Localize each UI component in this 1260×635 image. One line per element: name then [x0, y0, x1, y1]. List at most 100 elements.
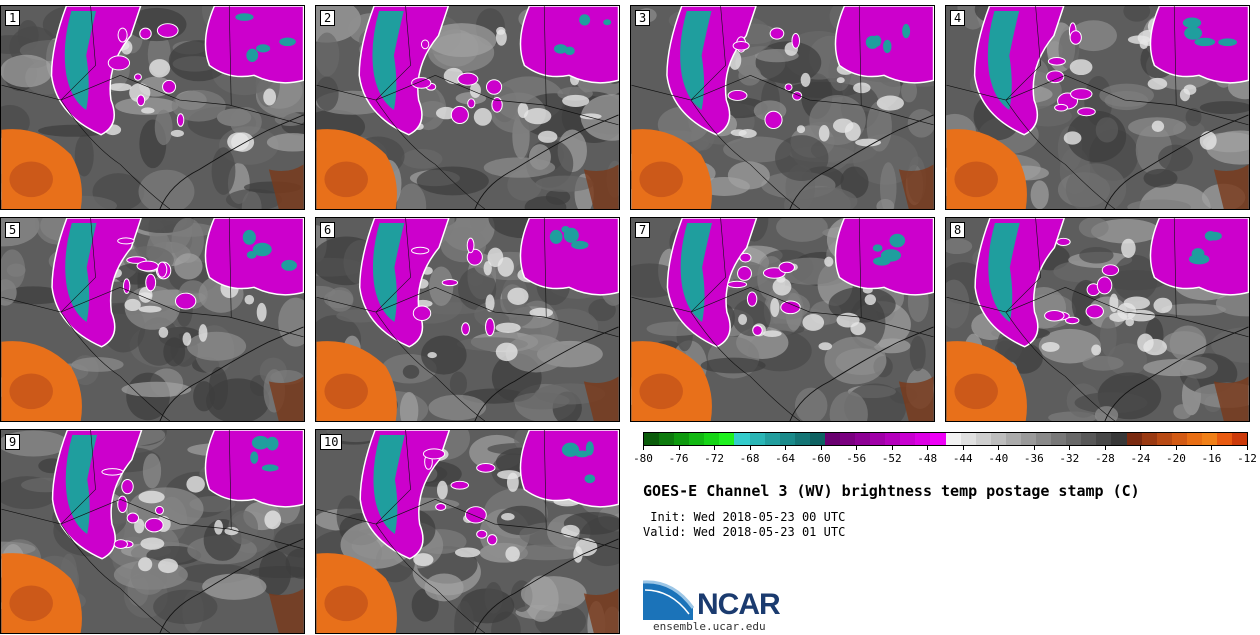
colorbar-cell: [689, 433, 705, 445]
colorbar-tick: [1211, 446, 1213, 450]
stamp-panel: 7: [630, 217, 935, 422]
ncar-logo-text: NCAR: [697, 588, 781, 621]
colorbar-tick-label: -16: [1201, 452, 1222, 465]
colorbar-ticks: -80 -76 -72 -68 -64 -60 -56 -52 -48 -44 -40 -36 -32 -…: [633, 446, 1257, 466]
init-time: Init: Wed 2018-05-23 00 UTC: [643, 510, 846, 524]
colorbar-tick-label: -28: [1094, 452, 1115, 465]
colorbar-cell: [1232, 433, 1248, 445]
colorbar-tick: [1104, 446, 1106, 450]
colorbar-cell: [1020, 433, 1037, 445]
colorbar-cell: [1081, 433, 1097, 445]
stamp-panel: 3: [630, 5, 935, 210]
colorbar-tick: [643, 446, 644, 450]
stamp-panel: 10: [315, 429, 620, 634]
colorbar-tick-label: -44: [952, 452, 973, 465]
colorbar-tick-label: -52: [881, 452, 902, 465]
colorbar-cell: [930, 433, 946, 445]
colorbar-cell: [704, 433, 720, 445]
colorbar-tick-label: -64: [775, 452, 796, 465]
colorbar-tick: [927, 446, 929, 450]
colorbar-tick: [678, 446, 680, 450]
colorbar-cell: [749, 433, 765, 445]
colorbar-cell: [734, 433, 750, 445]
colorbar-cell: [1111, 433, 1127, 445]
colorbar-tick-label: -60: [810, 452, 831, 465]
site-url: ensemble.ucar.edu: [653, 620, 766, 633]
panel-number: 7: [635, 222, 651, 238]
colorbar-cell: [870, 433, 886, 445]
colorbar-cell: [824, 433, 841, 445]
colorbar-tick: [1247, 446, 1248, 450]
colorbar-cell: [779, 433, 795, 445]
colorbar-tick-label: -36: [1023, 452, 1044, 465]
panel-number: 2: [320, 10, 336, 26]
colorbar-tick: [1175, 446, 1177, 450]
colorbar-tick: [891, 446, 893, 450]
colorbar-cell: [794, 433, 810, 445]
colorbar-tick: [785, 446, 787, 450]
colorbar-cell: [1066, 433, 1082, 445]
colorbar-cell: [885, 433, 901, 445]
colorbar-cell: [1201, 433, 1217, 445]
colorbar-cell: [975, 433, 991, 445]
colorbar-cell: [809, 433, 825, 445]
panel-number: 6: [320, 222, 336, 238]
colorbar-tick-label: -32: [1059, 452, 1080, 465]
colorbar-cell: [915, 433, 931, 445]
colorbar-tick-label: -68: [739, 452, 760, 465]
colorbar-cell: [1156, 433, 1172, 445]
stamp-panel: 4: [945, 5, 1250, 210]
colorbar-cell: [990, 433, 1006, 445]
colorbar-tick: [1033, 446, 1035, 450]
colorbar-cell: [855, 433, 871, 445]
colorbar-tick: [749, 446, 751, 450]
colorbar-cell: [1051, 433, 1067, 445]
colorbar-tick-label: -20: [1166, 452, 1186, 465]
colorbar-cell: [659, 433, 675, 445]
colorbar-tick-label: -24: [1130, 452, 1151, 465]
colorbar-tick: [1140, 446, 1142, 450]
panel-number: 4: [950, 10, 966, 26]
colorbar-tick-label: -80: [633, 452, 653, 465]
colorbar-cell: [1096, 433, 1112, 445]
panel-number: 1: [5, 10, 21, 26]
colorbar-tick: [820, 446, 822, 450]
stamp-panel: 8: [945, 217, 1250, 422]
ncar-logo-icon: [643, 580, 695, 620]
stamp-panel: 5: [0, 217, 305, 422]
panel-number: 9: [5, 434, 21, 450]
colorbar-tick: [856, 446, 858, 450]
colorbar-cell: [1171, 433, 1187, 445]
colorbar-cell: [1186, 433, 1202, 445]
colorbar-cell: [1005, 433, 1021, 445]
stamp-panel: 9: [0, 429, 305, 634]
stamp-panel: 2: [315, 5, 620, 210]
colorbar-cell: [960, 433, 976, 445]
colorbar-tick: [714, 446, 716, 450]
valid-time: Valid: Wed 2018-05-23 01 UTC: [643, 525, 846, 539]
colorbar-tick: [962, 446, 964, 450]
colorbar: [643, 432, 1248, 446]
colorbar-tick-label: -48: [917, 452, 938, 465]
stamp-panel: 1: [0, 5, 305, 210]
figure-title: GOES-E Channel 3 (WV) brightness temp po…: [643, 482, 1140, 500]
panel-number: 5: [5, 222, 21, 238]
colorbar-cell: [1126, 433, 1142, 445]
colorbar-cell: [719, 433, 735, 445]
colorbar-cell: [945, 433, 961, 445]
colorbar-cell: [1036, 433, 1052, 445]
colorbar-tick: [1069, 446, 1071, 450]
colorbar-cell: [674, 433, 690, 445]
colorbar-cell: [1216, 433, 1233, 445]
colorbar-tick-label: -12: [1237, 452, 1257, 465]
colorbar-tick-label: -56: [846, 452, 867, 465]
panel-number: 3: [635, 10, 651, 26]
panel-number: 8: [950, 222, 966, 238]
colorbar-cell: [764, 433, 780, 445]
colorbar-cell: [900, 433, 916, 445]
colorbar-tick-label: -40: [988, 452, 1009, 465]
panel-number: 10: [320, 434, 343, 450]
colorbar-cell: [644, 433, 660, 445]
colorbar-cell: [840, 433, 856, 445]
colorbar-tick-label: -76: [668, 452, 689, 465]
